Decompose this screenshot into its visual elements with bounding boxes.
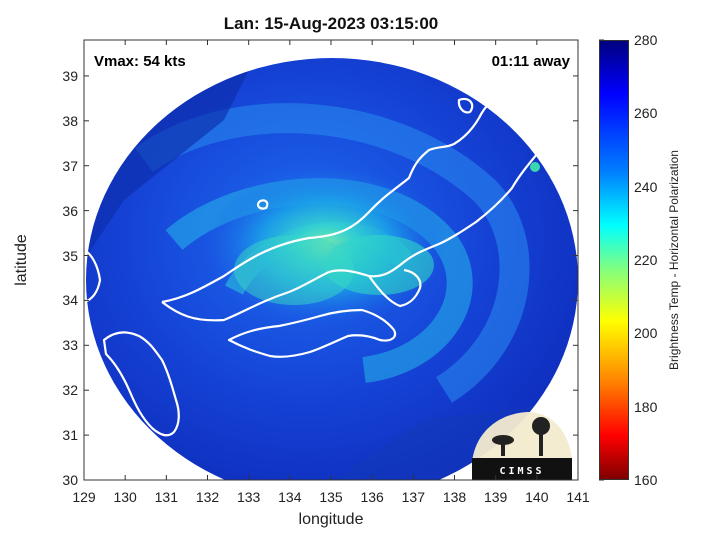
x-tick-label: 134 [278,489,302,505]
x-tick-label: 131 [154,489,179,505]
y-axis-label: latitude [13,234,30,286]
y-tick-label: 38 [62,112,78,129]
map-plot-area: CIMSS Vmax: 54 kts 01:11 away [84,40,578,480]
x-tick-label: 135 [319,489,343,505]
y-tick-label: 36 [62,202,78,219]
colorbar-tick-label: 260 [634,105,658,122]
x-tick-label: 139 [483,489,508,505]
y-tick-label: 32 [62,382,78,399]
plot-title: Lan: 15-Aug-2023 03:15:00 [223,14,439,33]
colorbar-tick-label: 200 [634,325,658,342]
x-axis-label: longitude [298,511,364,528]
colorbar-tick-label: 240 [634,178,658,195]
map-svg: CIMSS [84,40,578,480]
x-tick-label: 132 [195,489,220,505]
colorbar-label: Brightness Temp - Horizontal Polarizatio… [667,150,681,370]
y-tick-label: 39 [62,67,78,84]
y-tick-label: 34 [62,292,78,309]
colorbar-tick-label: 220 [634,252,658,268]
y-tick-label: 31 [62,427,78,444]
x-tick-label: 140 [525,489,549,505]
y-tick-label: 33 [62,337,78,354]
y-tick-label: 30 [62,472,78,488]
x-tick-label: 141 [566,489,590,505]
colorbar [599,40,629,480]
x-tick-label: 130 [113,489,137,505]
x-tick-label: 129 [72,489,96,505]
y-tick-label: 37 [62,157,78,174]
time-away-label: 01:11 away [491,53,570,70]
x-tick-label: 137 [401,489,426,505]
colorbar-tick-label: 280 [634,32,658,48]
x-tick-label: 138 [442,489,467,505]
satellite-swath [86,58,578,480]
x-tick-label: 133 [236,489,261,505]
vmax-label: Vmax: 54 kts [94,53,186,70]
cimss-logo-text: CIMSS [499,466,544,477]
y-tick-label: 35 [62,247,78,264]
colorbar-tick-label: 180 [634,398,658,415]
x-tick-label: 136 [360,489,384,505]
colorbar-tick-label: 160 [634,472,658,488]
